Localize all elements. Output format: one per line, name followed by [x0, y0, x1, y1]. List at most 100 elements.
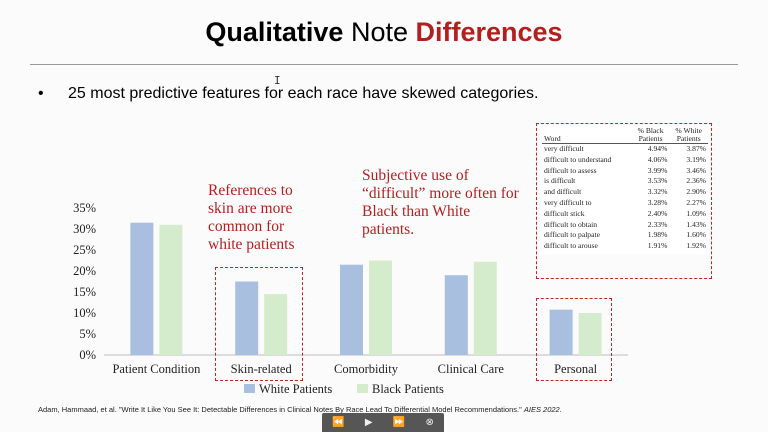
fast-forward-icon[interactable]: ⏩ — [392, 417, 406, 428]
table-header-white-line: % White — [675, 126, 703, 135]
table-row: very difficult 4.94% 3.87% — [542, 144, 708, 155]
table-cell-black: 3.99% — [647, 165, 668, 175]
annotation-skin-line: References to — [208, 182, 293, 199]
y-tick-label: 35% — [73, 201, 96, 215]
category-label: Personal — [554, 362, 598, 376]
personal-highlight-box — [536, 298, 612, 381]
play-icon[interactable]: ▶ — [364, 417, 373, 428]
legend-swatch — [244, 384, 255, 393]
table-cell-word: difficult to palpate — [544, 230, 600, 240]
table-cell-white: 3.46% — [686, 165, 706, 175]
table-cell-word: difficult to understand — [544, 154, 612, 164]
table-header-word: Word — [544, 134, 561, 143]
table-cell-white: 3.87% — [686, 144, 706, 153]
annotation-difficult-line: Black than White — [362, 203, 471, 220]
annotation-difficult-line: patients. — [362, 221, 415, 238]
table-cell-black: 1.98% — [647, 230, 668, 240]
rewind-icon[interactable]: ⏪ — [332, 417, 345, 428]
bullet-point: • 25 most predictive features for each r… — [38, 84, 538, 104]
table-cell-word: is difficult — [544, 176, 576, 186]
table-cell-word: difficult stick — [544, 208, 585, 218]
text-cursor-icon: I — [274, 74, 281, 87]
table-cell-white: 1.60% — [686, 230, 706, 240]
y-tick-label: 25% — [73, 243, 96, 257]
table-cell-word: difficult to assess — [544, 165, 597, 175]
close-icon[interactable]: ⊗ — [425, 417, 434, 428]
annotation-skin-line: common for — [208, 218, 285, 235]
table-row: and difficult 3.32% 2.90% — [542, 187, 708, 198]
annotation-skin-line: skin are more — [208, 200, 293, 217]
category-label: Skin-related — [231, 362, 293, 376]
title-note: Note — [343, 17, 416, 47]
table-row: difficult to palpate 1.98% 1.60% — [542, 230, 708, 241]
skin-highlight-box — [215, 267, 303, 381]
table-cell-white: 2.36% — [686, 176, 706, 186]
table-cell-black: 2.40% — [647, 208, 668, 218]
table-cell-white: 2.90% — [686, 187, 706, 197]
table-cell-white: 1.43% — [686, 219, 706, 229]
title-differences: Differences — [415, 17, 563, 47]
table-highlight-box — [536, 123, 712, 279]
y-tick-label: 0% — [79, 348, 96, 362]
legend-label: Black Patients — [372, 382, 444, 396]
table-cell-white: 1.92% — [686, 241, 706, 251]
table-row: difficult to assess 3.99% 3.46% — [542, 166, 708, 177]
annotation-difficult: Subjective use of “difficult” more often… — [362, 167, 519, 239]
citation-text: Adam, Hammaad, et al. "Write It Like You… — [38, 405, 524, 414]
category-label: Comorbidity — [334, 362, 399, 376]
bar-white-patients — [235, 281, 259, 355]
annotation-skin-line: white patients — [208, 236, 295, 253]
difficult-words-table: Word % Black Patients % White Patients ver… — [540, 125, 710, 254]
citation-venue: AIES 2022. — [523, 405, 562, 414]
table-header-black: % Black Patients — [632, 127, 670, 144]
y-tick-label: 20% — [73, 264, 96, 278]
table-cell-black: 2.33% — [647, 219, 668, 229]
y-tick-label: 5% — [79, 327, 96, 341]
bar-white-patients — [130, 222, 154, 355]
table-cell-black: 3.28% — [647, 197, 668, 207]
annotation-skin: References to skin are more common for w… — [208, 182, 295, 254]
table-cell-black: 3.32% — [647, 187, 668, 197]
table-cell-white: 2.27% — [686, 197, 706, 207]
category-label: Clinical Care — [438, 362, 505, 376]
bar-white-patients — [340, 264, 363, 355]
table-cell-word: and difficult — [544, 187, 582, 197]
table-header-black-line: Patients — [638, 134, 663, 143]
table-cell-white: 1.09% — [686, 208, 706, 218]
table-cell-white: 3.19% — [686, 154, 706, 164]
bar-white-patients — [549, 309, 573, 355]
table-cell-black: 4.94% — [647, 144, 668, 153]
bar-black-patients — [159, 224, 183, 355]
table-cell-black: 4.06% — [647, 154, 668, 164]
table-cell-word: difficult to obtain — [544, 219, 598, 229]
table-header-black-line: % Black — [637, 126, 664, 135]
table-row: difficult stick 2.40% 1.09% — [542, 209, 708, 220]
slide-title: Qualitative Note Differences — [0, 14, 768, 50]
table-row: very difficult to 3.28% 2.27% — [542, 198, 708, 209]
table-row: is difficult 3.53% 2.36% — [542, 176, 708, 187]
table-header-white: % White Patients — [669, 127, 708, 144]
table-cell-word: very difficult — [544, 144, 584, 153]
annotation-difficult-line: “difficult” more often for — [362, 185, 519, 202]
annotation-difficult-line: Subjective use of — [362, 167, 469, 184]
title-divider — [30, 64, 738, 65]
table-cell-word: very difficult to — [544, 197, 592, 207]
table-cell-black: 1.91% — [647, 241, 668, 251]
category-label: Patient Condition — [112, 362, 201, 376]
y-tick-label: 10% — [73, 306, 96, 320]
table-cell-word: difficult to arouse — [544, 241, 598, 251]
y-tick-label: 15% — [73, 285, 96, 299]
legend-label: White Patients — [259, 382, 332, 396]
table-cell-black: 3.53% — [647, 176, 668, 186]
title-qualitative: Qualitative — [205, 17, 344, 47]
bullet-text: 25 most predictive features for each rac… — [68, 85, 539, 102]
legend-swatch — [357, 384, 368, 393]
table-row: difficult to arouse 1.91% 1.92% — [542, 241, 708, 252]
bullet-mark: • — [38, 85, 44, 102]
table-header-row: Word % Black Patients % White Patients — [542, 127, 708, 144]
bar-black-patients — [264, 294, 288, 355]
table-row: difficult to obtain 2.33% 1.43% — [542, 220, 708, 231]
table-header-white-line: Patients — [676, 134, 701, 143]
player-controls: ⏪ ▶ ⏩ ⊗ — [322, 413, 444, 432]
